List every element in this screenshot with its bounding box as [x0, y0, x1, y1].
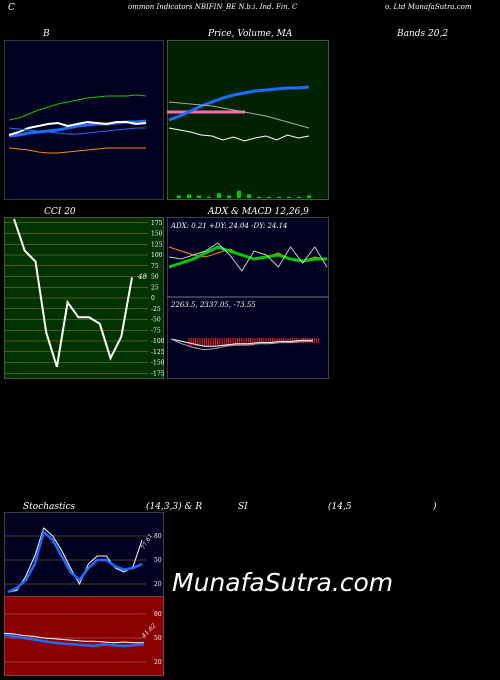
volume-bar [257, 196, 261, 198]
stoch-tick-label: 80 [154, 533, 162, 540]
header-center: ommon Indicators NBIFIN_BE N.b.i. Ind. F… [128, 3, 298, 11]
price-series-1 [168, 101, 310, 129]
title-bollinger: B [43, 29, 50, 39]
title-stochastics: Stochastics [23, 502, 76, 512]
macd-lines [170, 338, 313, 351]
volume-bar [217, 193, 221, 198]
macd-series-1 [170, 338, 313, 351]
volume-bar [177, 195, 181, 198]
cci-tick-label: 50 [151, 274, 159, 281]
cci-tick-label: 150 [151, 231, 163, 238]
cci-tick-label: -150 [151, 360, 164, 367]
header-right: o. Ltd MunafaSutra.com [385, 3, 472, 11]
stoch-tick-label: 20 [154, 581, 162, 588]
rsi-tick-label: 50 [154, 635, 162, 642]
cci-tick-label: -175 [151, 370, 164, 377]
cci-tick-labels: 175 150 125 100 75 50 25 0 -25 -50 -75 -100 -125 -150… [151, 220, 164, 378]
stoch-grid: 80 50 20 [4, 533, 162, 588]
volume-bar [197, 195, 201, 198]
cci-line [13, 218, 133, 368]
cci-tick-label: 25 [151, 284, 159, 291]
title-bands: Bands 20,2 [397, 29, 449, 39]
cci-tick-label: 75 [151, 263, 159, 270]
bb-series-0 [8, 94, 147, 121]
title-rsi-b: (14,5 [328, 502, 352, 512]
watermark: MunafaSutra.com [172, 568, 394, 597]
volume-bar [227, 195, 231, 198]
header-left: C [8, 3, 15, 13]
title-adx-macd: ADX & MACD 12,26,9 [208, 207, 309, 217]
title-cci: CCI 20 [44, 207, 76, 217]
volume-bar [207, 196, 211, 198]
adx-readout: ADX: 0.21 +DY: 24.04 -DY: 24.14 [170, 222, 287, 230]
price-lines [168, 85, 310, 142]
price-series-0 [168, 85, 310, 122]
volume-bar [267, 196, 271, 198]
title-rsi-c: ) [433, 502, 437, 512]
title-rsi-a: SI [238, 502, 248, 512]
macd-readout: 2263.5, 2337.05, -73.55 [170, 301, 256, 309]
cci-panel: 175 150 125 100 75 50 25 0 -25 -50 -75 -100 -125 -150… [4, 217, 164, 379]
bollinger-panel [4, 40, 164, 200]
volume-bar [287, 196, 291, 198]
cci-tick-label: 0 [151, 295, 155, 302]
price-panel [167, 40, 329, 200]
volume-bar [237, 190, 241, 198]
volume-bar [187, 194, 191, 198]
rsi-lines [4, 632, 145, 648]
rsi-series-1 [4, 633, 145, 648]
bb-series-3 [8, 147, 146, 154]
bollinger-lines [8, 94, 147, 154]
title-stoch-params: (14,3,3) & R [146, 502, 203, 512]
cci-tick-label: -125 [151, 349, 164, 356]
volume-bar [297, 196, 301, 198]
cci-tick-label: -75 [151, 327, 161, 334]
stoch-series-1 [7, 529, 143, 594]
adx-lines [168, 242, 328, 272]
rsi-tick-label: 20 [154, 659, 162, 666]
cci-tick-label: 175 [151, 220, 163, 227]
volume-bar [277, 196, 281, 198]
cci-tick-label: -50 [151, 317, 161, 324]
bb-series-4 [8, 127, 146, 135]
rsi-grid: 80 50 20 [4, 611, 162, 666]
volume-bars [177, 190, 311, 198]
macd-panel: 2263.5, 2337.05, -73.55 [167, 297, 329, 379]
cci-tick-label: 125 [151, 241, 163, 248]
cci-tick-label: 100 [151, 252, 163, 259]
price-series-2 [168, 127, 310, 142]
volume-bar [247, 194, 251, 198]
stoch-tick-label: 50 [154, 557, 162, 564]
cci-grid [4, 222, 148, 374]
macd-series-0 [170, 338, 313, 347]
adx-series-2 [168, 242, 328, 272]
cci-tick-label: -100 [151, 338, 164, 345]
cci-last-label: 48 [137, 273, 147, 281]
cci-tick-label: -25 [151, 306, 161, 313]
rsi-tick-label: 80 [154, 611, 162, 618]
title-price: Price, Volume, MA [208, 29, 293, 39]
rsi-series-0 [4, 632, 144, 644]
adx-panel: ADX: 0.21 +DY: 24.04 -DY: 24.14 [167, 217, 329, 297]
bb-series-2 [8, 120, 147, 136]
volume-bar [307, 195, 311, 198]
stoch-lines [7, 527, 143, 594]
